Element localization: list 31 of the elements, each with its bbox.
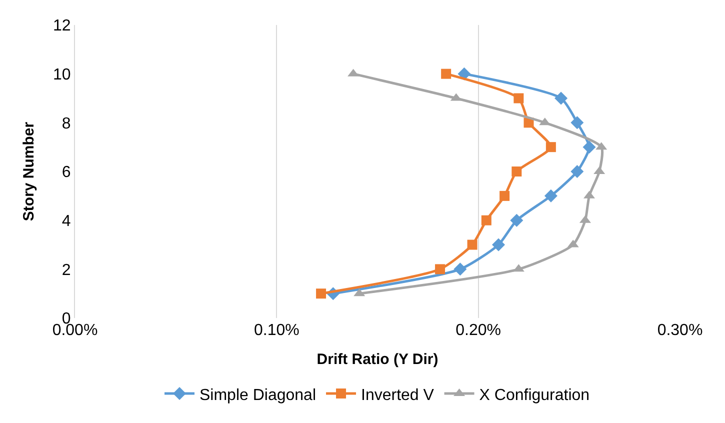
y-tick-label: 2 — [62, 262, 71, 279]
point — [481, 215, 492, 226]
y-axis-title: Story Number — [20, 122, 38, 222]
point — [554, 92, 568, 105]
point — [500, 190, 510, 201]
point — [546, 142, 556, 152]
legend-label: X Configuration — [479, 386, 590, 404]
point — [467, 240, 478, 250]
point — [514, 93, 524, 104]
point — [510, 214, 524, 227]
point — [435, 264, 446, 274]
y-tick-label: 6 — [62, 164, 71, 182]
x-tick-label: 0.20% — [456, 322, 502, 339]
y-tick-label: 12 — [53, 18, 71, 35]
point — [492, 238, 505, 252]
y-tick-label: 4 — [62, 212, 71, 230]
y-tick-label: 10 — [53, 66, 71, 84]
x-tick-label: 0.10% — [254, 322, 300, 339]
point — [454, 262, 467, 276]
x-axis-title: Drift Ratio (Y Dir) — [316, 351, 438, 368]
x-tick-label: 0.30% — [657, 322, 703, 339]
point — [316, 288, 326, 299]
point — [570, 116, 584, 130]
y-tick-label: 8 — [62, 115, 71, 132]
legend-label: Inverted V — [361, 386, 434, 404]
point — [512, 166, 522, 176]
point — [544, 189, 558, 202]
point — [582, 140, 596, 154]
point — [570, 165, 584, 178]
legend-label: Simple Diagonal — [200, 386, 316, 404]
point — [441, 68, 452, 79]
